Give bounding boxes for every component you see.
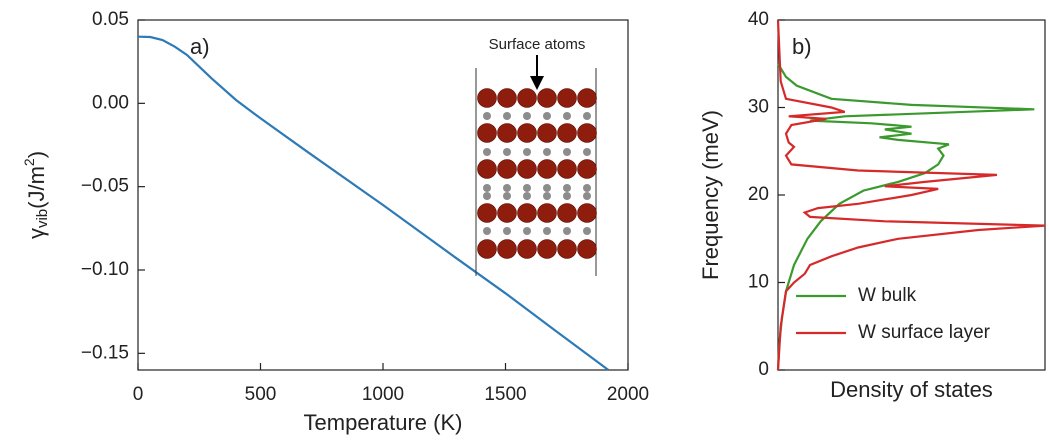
y-axis-label-part: (J/m (24, 166, 49, 209)
surface-atom (577, 203, 597, 223)
y-axis-label-part: vib (34, 209, 51, 228)
panel-annotation: b) (792, 34, 812, 59)
x-tick-label: 1000 (362, 384, 404, 405)
surface-atom (577, 123, 597, 143)
small-atom (503, 148, 511, 156)
small-atom (523, 184, 531, 192)
y-axis-label-part: γ (24, 228, 49, 239)
surface-atom (537, 203, 557, 223)
small-atom (543, 184, 551, 192)
surface-atom (557, 123, 577, 143)
small-atom (483, 227, 491, 235)
surface-atom (577, 239, 597, 259)
surface-atom (517, 123, 537, 143)
surface-atom (557, 239, 577, 259)
legend-label: W surface layer (858, 322, 991, 343)
surface-atom (517, 203, 537, 223)
y-tick-label: 10 (748, 272, 769, 293)
surface-atom (477, 203, 497, 223)
y-tick-label: 20 (748, 184, 769, 205)
inset-label: Surface atoms (489, 36, 586, 53)
surface-atom (537, 239, 557, 259)
small-atom (563, 148, 571, 156)
small-atom (503, 112, 511, 120)
y-tick-label: 30 (748, 97, 769, 118)
x-axis-label: Temperature (K) (304, 410, 463, 435)
small-atom (523, 112, 531, 120)
x-tick-label: 2000 (607, 384, 649, 405)
surface-atom (557, 203, 577, 223)
surface-atom (497, 123, 517, 143)
surface-atom (517, 88, 537, 108)
y-axis-label: Frequency (meV) (698, 110, 723, 280)
y-tick-label: −0.05 (81, 176, 129, 197)
surface-atom (557, 88, 577, 108)
small-atom (523, 192, 531, 200)
surface-atom (517, 159, 537, 179)
surface-atom (497, 88, 517, 108)
x-axis-label: Density of states (830, 377, 993, 402)
data-line (776, 63, 1035, 371)
small-atom (543, 227, 551, 235)
x-tick-label: 1500 (484, 384, 526, 405)
x-tick-label: 500 (245, 384, 277, 405)
small-atom (563, 184, 571, 192)
small-atom (523, 148, 531, 156)
y-axis-label-part: 2 (21, 158, 37, 166)
y-axis-label-part: ) (24, 151, 49, 158)
surface-atom (497, 203, 517, 223)
y-tick-label: −0.10 (81, 259, 129, 280)
surface-atom (477, 239, 497, 259)
small-atom (483, 112, 491, 120)
surface-atom (477, 159, 497, 179)
small-atom (563, 112, 571, 120)
panel-annotation: a) (190, 34, 210, 59)
surface-atom (577, 159, 597, 179)
surface-atom (477, 123, 497, 143)
y-tick-label: 0.05 (92, 9, 129, 30)
data-line (137, 35, 610, 371)
plot-frame (137, 19, 629, 371)
surface-atom (537, 88, 557, 108)
y-tick-label: 0 (758, 359, 769, 380)
small-atom (483, 184, 491, 192)
small-atom (563, 192, 571, 200)
surface-atom (517, 239, 537, 259)
small-atom (503, 227, 511, 235)
surface-atom (537, 123, 557, 143)
surface-atom (577, 88, 597, 108)
legend-label: W bulk (858, 285, 917, 306)
x-tick-label: 0 (133, 384, 144, 405)
surface-atom (497, 239, 517, 259)
small-atom (583, 184, 591, 192)
surface-atom (497, 159, 517, 179)
small-atom (503, 184, 511, 192)
small-atom (543, 192, 551, 200)
small-atom (583, 112, 591, 120)
y-tick-label: 40 (748, 9, 769, 30)
small-atom (583, 148, 591, 156)
y-tick-label: 0.00 (92, 92, 129, 113)
small-atom (583, 227, 591, 235)
surface-atom (557, 159, 577, 179)
small-atom (543, 148, 551, 156)
y-tick-label: −0.15 (81, 342, 129, 363)
inset-arrowhead (530, 76, 544, 90)
small-atom (503, 192, 511, 200)
data-line (776, 19, 1046, 371)
small-atom (563, 227, 571, 235)
small-atom (543, 112, 551, 120)
small-atom (483, 148, 491, 156)
small-atom (483, 192, 491, 200)
small-atom (583, 192, 591, 200)
small-atom (523, 227, 531, 235)
surface-atom (537, 159, 557, 179)
y-axis-label: γvib(J/m2) (21, 151, 51, 239)
surface-atom (477, 88, 497, 108)
